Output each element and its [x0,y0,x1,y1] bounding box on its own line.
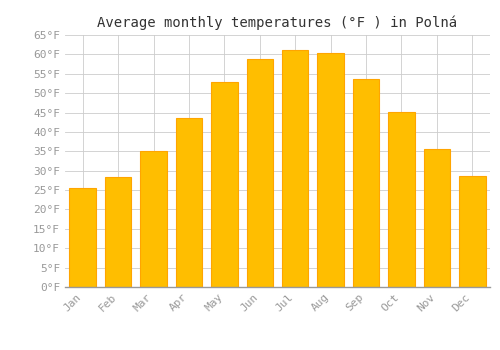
Bar [140,150,167,287]
Bar [282,50,308,287]
Bar [424,149,450,287]
Bar [353,79,380,287]
Bar [211,82,238,287]
Title: Average monthly temperatures (°F ) in Polná: Average monthly temperatures (°F ) in Po… [98,15,458,30]
Bar [105,176,132,287]
Bar [318,53,344,287]
Bar [246,60,273,287]
Bar [459,176,485,287]
Bar [70,188,96,287]
Bar [388,112,414,287]
Bar [176,118,202,287]
